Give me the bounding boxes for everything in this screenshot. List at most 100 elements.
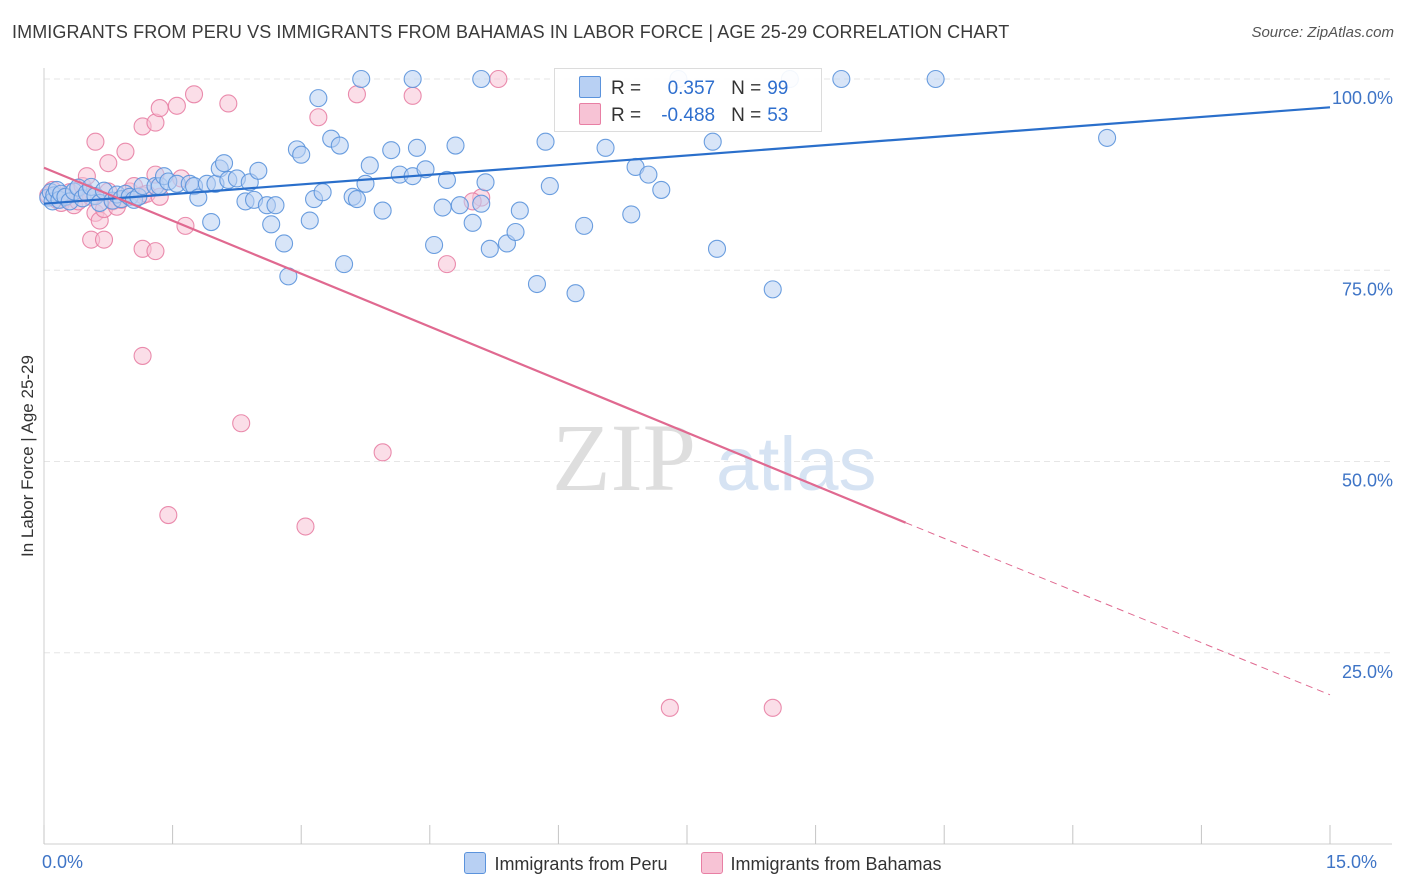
y-tick-label-1: 50.0% [1342, 471, 1393, 491]
peru-point-56 [330, 136, 349, 155]
stats-legend: R = 0.357 N = 99 R = -0.488 N = 53 [554, 68, 822, 132]
peru-legend-label: Immigrants from Peru [494, 854, 668, 874]
bahamas-point-49 [159, 505, 178, 525]
bahamas-point-27 [99, 154, 118, 173]
bahamas-point-34 [219, 94, 238, 113]
peru-point-90 [703, 132, 722, 151]
bahamas-n-label: N = [731, 105, 762, 126]
peru-point-73 [463, 213, 482, 232]
peru-point-53 [309, 89, 328, 108]
peru-point-68 [425, 235, 444, 255]
peru-point-84 [575, 216, 594, 235]
peru-point-76 [480, 239, 499, 258]
bahamas-r-label: R = [611, 105, 642, 126]
peru-point-34 [202, 213, 221, 232]
bahamas-point-40 [347, 85, 366, 104]
peru-point-66 [407, 138, 426, 157]
peru-point-78 [506, 222, 525, 242]
peru-point-71 [446, 136, 465, 155]
peru-point-96 [472, 69, 491, 89]
peru-point-54 [313, 183, 332, 202]
bahamas-r-value: -0.488 [661, 105, 716, 126]
chart-title: IMMIGRANTS FROM PERU VS IMMIGRANTS FROM … [12, 22, 1010, 42]
peru-point-57 [335, 255, 354, 274]
bahamas-legend-swatch [700, 852, 723, 874]
peru-point-79 [510, 201, 529, 220]
y-tick-label-2: 75.0% [1342, 279, 1393, 299]
peru-point-43 [249, 161, 268, 180]
bahamas-swatch [579, 103, 601, 125]
bahamas-point-46 [133, 346, 152, 365]
peru-point-72 [450, 196, 469, 215]
peru-point-74 [472, 194, 491, 213]
peru-point-60 [356, 174, 375, 193]
peru-point-59 [347, 190, 366, 209]
peru-point-46 [266, 196, 285, 215]
x-tick-label-max: 15.0% [1326, 852, 1378, 872]
peru-point-75 [476, 173, 495, 192]
peru-point-94 [352, 69, 371, 89]
peru-point-91 [707, 239, 727, 258]
bahamas-point-39 [309, 108, 328, 127]
peru-point-50 [292, 145, 311, 164]
bahamas-point-31 [150, 99, 169, 118]
peru-point-51 [300, 211, 319, 230]
bahamas-point-45 [489, 69, 508, 89]
peru-point-45 [262, 215, 281, 234]
peru-point-80 [527, 274, 547, 294]
bahamas-point-33 [184, 85, 204, 104]
bahamas-point-51 [660, 698, 679, 717]
peru-point-95 [403, 69, 422, 89]
source-label: Source: ZipAtlas.com [1251, 24, 1394, 41]
bahamas-point-36 [146, 242, 165, 261]
bahamas-point-26 [86, 132, 105, 151]
legend-item-peru[interactable]: Immigrants from Peru [464, 852, 667, 875]
peru-point-86 [622, 205, 641, 224]
peru-point-61 [360, 156, 379, 175]
y-tick-labels: 25.0% 50.0% 75.0% 100.0% [1332, 88, 1393, 682]
peru-r-label: R = [611, 78, 642, 99]
peru-point-37 [214, 154, 234, 173]
bahamas-point-32 [167, 96, 186, 115]
peru-point-82 [540, 177, 559, 196]
bahamas-point-42 [437, 255, 456, 274]
bahamas-trend-line-1 [43, 166, 907, 524]
peru-point-69 [433, 198, 452, 217]
peru-point-100 [926, 69, 945, 89]
bahamas-point-41 [403, 86, 422, 105]
peru-trend-line-0 [43, 106, 1331, 205]
peru-point-62 [373, 201, 392, 220]
axes [43, 68, 1392, 845]
legend-item-bahamas[interactable]: Immigrants from Bahamas [700, 852, 942, 875]
y-tick-label-0: 25.0% [1342, 662, 1393, 682]
watermark-zip: ZIP [552, 404, 696, 511]
legend-row-bahamas: R = -0.488 N = 53 [579, 103, 788, 127]
bahamas-point-52 [763, 698, 782, 717]
peru-point-89 [652, 180, 671, 199]
peru-point-92 [763, 280, 782, 299]
peru-point-81 [536, 132, 555, 151]
bahamas-n-value: 53 [767, 105, 789, 126]
peru-r-value: 0.357 [667, 78, 716, 99]
peru-swatch [579, 76, 601, 98]
peru-point-93 [1098, 128, 1117, 147]
peru-n-label: N = [731, 78, 762, 99]
peru-point-70 [437, 170, 456, 190]
peru-point-63 [382, 141, 401, 160]
bahamas-point-25 [94, 230, 114, 249]
bahamas-point-50 [296, 517, 315, 536]
peru-point-99 [832, 69, 851, 89]
gridlines [44, 78, 1392, 654]
y-tick-label-3: 100.0% [1332, 88, 1393, 108]
peru-point-85 [596, 138, 615, 157]
bahamas-point-47 [232, 414, 251, 433]
bahamas-legend-label: Immigrants from Bahamas [730, 854, 942, 874]
bahamas-point-28 [116, 142, 135, 161]
legend-row-peru: R = 0.357 N = 99 [579, 76, 788, 100]
trend-lines [43, 106, 1331, 696]
x-tick-label-min: 0.0% [42, 852, 84, 872]
peru-n-value: 99 [767, 78, 789, 99]
peru-legend-swatch [464, 852, 487, 874]
peru-point-67 [416, 160, 435, 179]
